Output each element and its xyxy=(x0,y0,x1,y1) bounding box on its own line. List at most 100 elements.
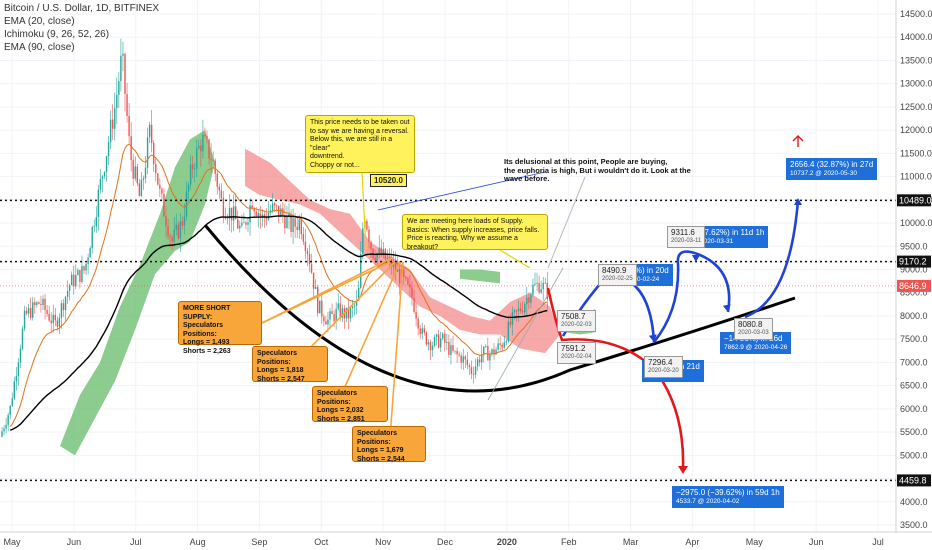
candle-body xyxy=(394,262,397,272)
candle-body xyxy=(331,311,333,315)
candle-body xyxy=(89,248,91,258)
candle-body xyxy=(263,214,266,217)
arrow-head-blue xyxy=(794,198,802,205)
candle-body xyxy=(66,290,69,297)
candle-body xyxy=(73,274,75,287)
candle-body xyxy=(458,354,460,356)
candle-body xyxy=(120,55,122,82)
candle-body xyxy=(23,310,26,329)
candle-body xyxy=(304,241,307,252)
candle-body xyxy=(335,308,337,322)
candle-body xyxy=(380,247,382,256)
candle-body xyxy=(163,193,165,217)
candle-body xyxy=(196,148,198,169)
candle-body xyxy=(230,207,233,221)
candle-body xyxy=(396,268,399,272)
ema20-line xyxy=(9,143,548,428)
candle-body xyxy=(487,345,489,361)
candle-body xyxy=(181,221,184,226)
candle-body xyxy=(499,343,501,345)
point-label-6: 8080.8 2020-03-03 xyxy=(734,318,773,340)
candle-body xyxy=(362,228,364,254)
y-tick-label: 9000.0 xyxy=(900,265,928,275)
candle-body xyxy=(546,282,548,299)
candle-body xyxy=(399,268,401,284)
candle-body xyxy=(319,300,321,314)
candle-body xyxy=(456,350,458,355)
candle-body xyxy=(468,365,471,368)
candle-body xyxy=(366,221,368,230)
candle-body xyxy=(519,308,522,312)
time-axis[interactable]: May Jun Jul Aug Sep Oct Nov Dec 2020 Feb Mar Apr May… xyxy=(0,531,932,547)
x-tick-label: Mar xyxy=(623,537,639,547)
candle-body xyxy=(81,266,83,283)
candle-body xyxy=(290,213,292,232)
x-tick-label: Jul xyxy=(872,537,884,547)
candle-body xyxy=(148,124,151,138)
note-short-supply: MORE SHORT SUPPLY: Speculators Positions… xyxy=(178,301,262,355)
candle-body xyxy=(232,206,235,221)
price-tag-text: 10489.0 xyxy=(899,195,932,205)
projection-arrow-blue xyxy=(699,253,731,313)
candle-body xyxy=(210,158,212,160)
candle-body xyxy=(103,172,106,177)
legend-ichimoku: Ichimoku (9, 26, 52, 26) xyxy=(4,29,109,40)
measure-target-down: −2975.0 (−39.62%) in 59d 1h 4533.7 @ 2020… xyxy=(672,486,784,508)
candle-body xyxy=(429,342,432,351)
candle-body xyxy=(191,164,194,170)
candle-body xyxy=(472,373,475,375)
candle-body xyxy=(341,308,343,318)
y-tick-label: 9500.0 xyxy=(900,241,928,251)
candle-body xyxy=(101,176,104,179)
candle-body xyxy=(126,93,128,116)
marked-high-label: 10520.0 xyxy=(370,174,407,187)
projection-arrow-red xyxy=(546,287,685,471)
candle-body xyxy=(25,310,28,314)
cloud-bearish xyxy=(245,148,560,354)
candle-body xyxy=(99,178,102,190)
candle-body xyxy=(427,342,430,345)
point-label-4: 9311.6 2020-03-11 xyxy=(667,226,706,248)
candle-body xyxy=(294,218,296,227)
candle-body xyxy=(409,284,411,288)
y-tick-label: 6500.0 xyxy=(900,381,928,391)
candle-body xyxy=(314,287,317,289)
candle-body xyxy=(138,183,141,197)
x-tick-label: Aug xyxy=(190,537,206,547)
candle-body xyxy=(247,222,249,225)
candle-body xyxy=(189,164,192,185)
legend: Bitcoin / U.S. Dollar, 1D, BITFINEX EMA … xyxy=(4,3,159,53)
candle-body xyxy=(378,247,380,254)
candle-body xyxy=(220,190,223,198)
candle-body xyxy=(62,303,65,311)
legend-title: Bitcoin / U.S. Dollar, 1D, BITFINEX xyxy=(4,3,159,14)
candle-body xyxy=(382,248,384,256)
candle-body xyxy=(109,119,112,143)
cloud-bullish xyxy=(60,130,215,456)
candle-body xyxy=(536,282,538,284)
candle-body xyxy=(140,179,143,197)
legend-ema20: EMA (20, close) xyxy=(4,16,75,27)
candle-body xyxy=(405,276,407,279)
candle-body xyxy=(493,349,495,355)
candle-body xyxy=(40,303,42,306)
candle-body xyxy=(374,257,376,261)
target-up-marker xyxy=(792,135,804,147)
candle-body xyxy=(249,205,251,223)
price-tag-bg xyxy=(897,194,931,207)
candle-body xyxy=(50,320,52,324)
note-delusional: Its delusional at this point, People are… xyxy=(504,157,691,183)
y-tick-label: 13500.0 xyxy=(900,55,932,65)
candle-body xyxy=(513,310,516,312)
candle-body xyxy=(245,222,247,225)
candle-body xyxy=(351,306,354,309)
candle-body xyxy=(204,134,206,137)
candle-body xyxy=(17,362,20,376)
candle-body xyxy=(417,318,419,329)
candle-body xyxy=(253,209,255,212)
y-tick-label: 7500.0 xyxy=(900,334,928,344)
candle-body xyxy=(308,253,311,265)
candle-body xyxy=(251,205,253,210)
price-axis[interactable]: 3500.04000.04500.05000.05500.06000.06500… xyxy=(895,0,932,550)
